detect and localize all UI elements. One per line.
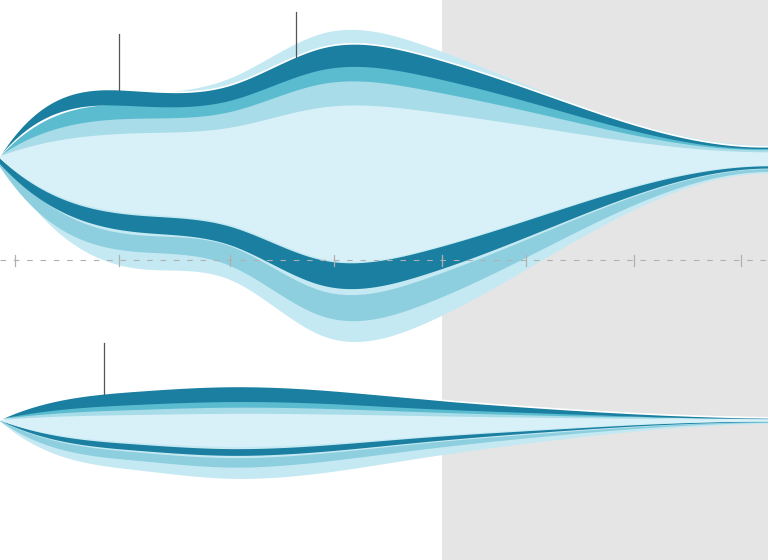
Bar bbox=[442, 0, 768, 560]
